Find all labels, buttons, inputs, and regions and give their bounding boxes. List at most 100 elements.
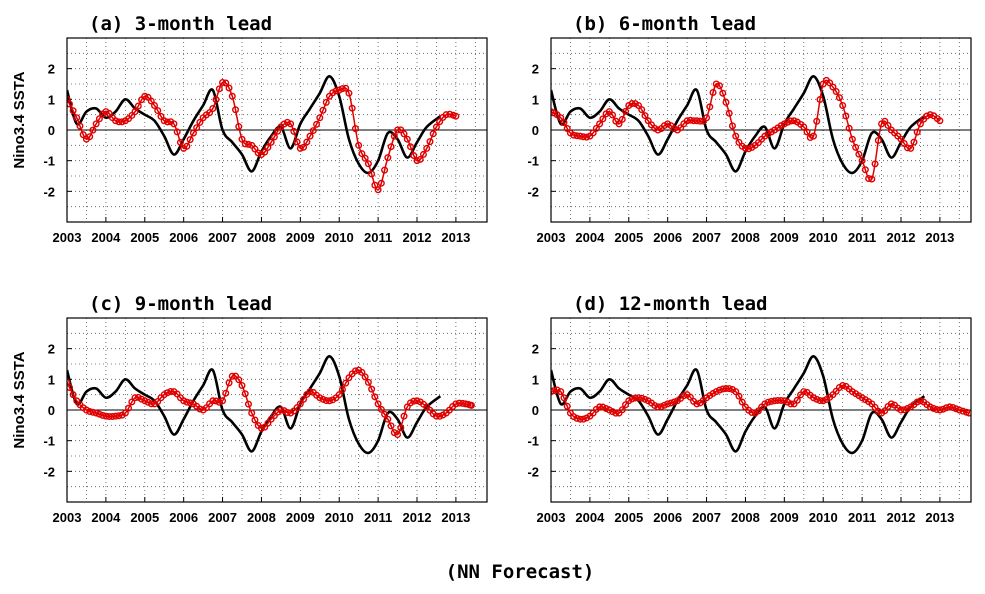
x-tick-label: 2005 <box>614 510 643 525</box>
forecast-point <box>219 78 227 86</box>
y-tick-label: 0 <box>48 123 55 138</box>
forecast-point <box>309 127 317 135</box>
x-tick-label: 2006 <box>169 230 198 245</box>
panel-d: 2003 2004 2005 2006 2007 2008 2009 2010 2011 2012… <box>527 293 972 525</box>
forecast-point <box>800 123 808 131</box>
forecast-point <box>618 406 626 414</box>
forecast-point <box>144 398 152 406</box>
forecast-point <box>261 148 269 156</box>
forecast-point <box>86 407 94 415</box>
forecast-point <box>232 106 240 114</box>
forecast-point <box>881 117 889 125</box>
forecast-point <box>654 403 662 411</box>
forecast-point <box>209 105 217 113</box>
forecast-point <box>257 424 265 432</box>
y-tick-label: -1 <box>527 434 539 449</box>
forecast-point <box>884 121 892 129</box>
forecast-point <box>573 414 581 422</box>
forecast-point <box>215 85 223 93</box>
forecast-point <box>300 143 308 151</box>
forecast-point <box>303 138 311 146</box>
x-tick-label: 2004 <box>575 230 605 245</box>
forecast-point <box>319 106 327 114</box>
forecast-point <box>316 114 324 122</box>
forecast-point <box>167 387 175 395</box>
forecast-point <box>387 422 395 430</box>
y-axis-label: Nino3.4 SSTA <box>11 71 28 168</box>
observed-series-line <box>67 355 442 455</box>
forecast-point <box>829 83 837 91</box>
forecast-point <box>638 106 646 114</box>
y-axis-label: Nino3.4 SSTA <box>11 351 28 448</box>
forecast-point <box>432 412 440 420</box>
forecast-point <box>576 132 584 140</box>
x-tick-label: 2009 <box>286 230 315 245</box>
forecast-point <box>326 397 334 405</box>
forecast-point <box>764 398 772 406</box>
forecast-point <box>277 406 285 414</box>
forecast-point <box>319 395 327 403</box>
forecast-point <box>241 140 249 148</box>
x-tick-label: 2003 <box>537 510 566 525</box>
forecast-point <box>400 412 408 420</box>
plot-frame <box>66 317 488 503</box>
forecast-point <box>423 144 431 152</box>
forecast-point <box>128 398 136 406</box>
panel-title: (a) 3-month lead <box>89 13 272 35</box>
forecast-point <box>313 120 321 128</box>
y-tick-label: -1 <box>43 434 55 449</box>
forecast-point <box>813 117 821 125</box>
forecast-point <box>407 143 415 151</box>
forecast-point <box>774 396 782 404</box>
y-tick-label: 2 <box>532 62 539 77</box>
forecast-point <box>364 160 372 168</box>
x-tick-label: 2005 <box>130 230 159 245</box>
forecast-point <box>865 174 873 182</box>
forecast-point <box>358 368 366 376</box>
forecast-point <box>467 401 475 409</box>
forecast-point <box>69 107 77 115</box>
forecast-point <box>170 120 178 128</box>
x-tick-label: 2012 <box>887 230 916 245</box>
forecast-point <box>160 117 168 125</box>
x-tick-label: 2012 <box>403 230 432 245</box>
forecast-point <box>790 117 798 125</box>
forecast-point <box>400 130 408 138</box>
observed-series-line <box>551 355 926 455</box>
forecast-point <box>131 394 139 402</box>
forecast-point <box>361 154 369 162</box>
x-tick-label: 2008 <box>247 230 276 245</box>
forecast-point <box>719 89 727 97</box>
forecast-point <box>436 118 444 126</box>
forecast-point <box>800 388 808 396</box>
forecast-point <box>413 397 421 405</box>
forecast-point <box>115 118 123 126</box>
forecast-point <box>551 109 558 117</box>
forecast-point <box>745 145 753 153</box>
forecast-point <box>209 397 217 405</box>
forecast-point <box>371 181 379 189</box>
forecast-point <box>939 405 947 413</box>
y-tick-label: 1 <box>48 92 55 107</box>
forecast-point <box>570 131 578 139</box>
forecast-point <box>618 115 626 123</box>
forecast-point <box>826 79 834 87</box>
forecast-point <box>842 112 850 120</box>
forecast-point <box>651 401 659 409</box>
forecast-point <box>638 394 646 402</box>
forecast-point <box>112 412 120 420</box>
forecast-point <box>196 405 204 413</box>
forecast-point <box>654 126 662 134</box>
forecast-point <box>355 141 363 149</box>
forecast-point <box>335 391 343 399</box>
forecast-point <box>76 122 84 130</box>
forecast-point <box>410 397 418 405</box>
forecast-point <box>887 400 895 408</box>
x-tick-label: 2004 <box>91 230 121 245</box>
forecast-point <box>628 100 636 108</box>
panel-title: (c) 9-month lead <box>89 293 272 315</box>
forecast-point <box>716 82 724 90</box>
x-tick-label: 2007 <box>208 510 237 525</box>
forecast-markers <box>67 366 475 439</box>
x-tick-label: 2003 <box>537 230 566 245</box>
